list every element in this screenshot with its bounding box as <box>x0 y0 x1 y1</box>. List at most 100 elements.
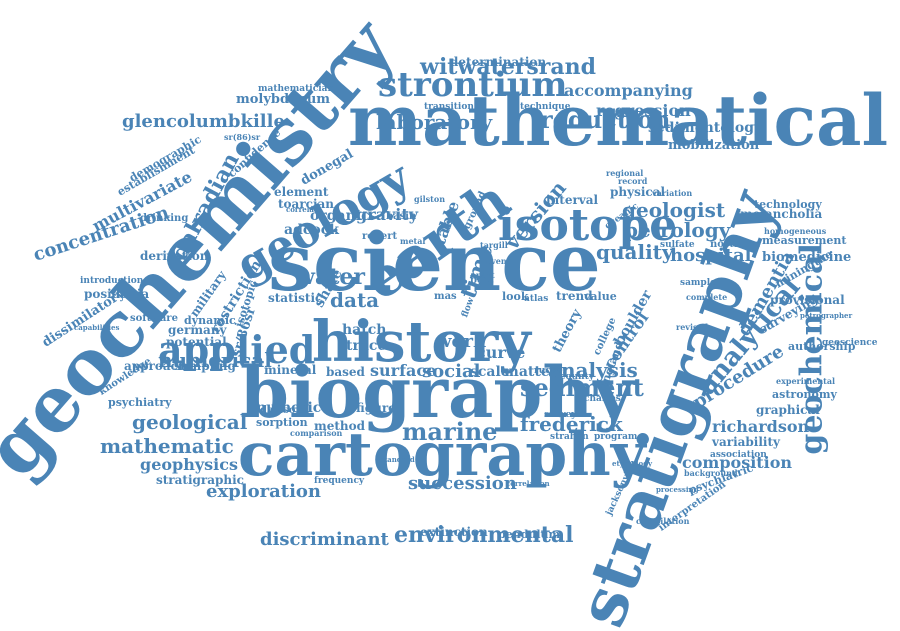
word-petrographer: petrographer <box>800 311 853 321</box>
word-determination: determination <box>450 55 547 70</box>
word-background: background <box>684 468 738 479</box>
word-germany: germany <box>168 323 227 338</box>
word-method: method <box>314 419 365 434</box>
word-mathematician: mathematician <box>258 83 334 94</box>
word-software: software <box>130 312 178 324</box>
word-numeric: numeric <box>256 399 322 416</box>
word-marine: marine <box>402 417 498 447</box>
word-cartography: cartography <box>238 419 646 490</box>
word-element: element <box>274 185 329 200</box>
word-gilston: gilston <box>414 194 446 205</box>
word-dynamic: dynamic <box>184 313 236 327</box>
word-look: look <box>502 289 529 303</box>
word-etymology: etymology <box>612 459 653 469</box>
word-adcock: adcock <box>284 221 339 238</box>
word-reduction: reduction <box>540 105 671 135</box>
word-variation: variation <box>652 188 693 199</box>
word-sorption: sorption <box>256 415 308 429</box>
word-hospital: hospital <box>670 245 752 267</box>
word-extinction: extinction <box>420 525 488 540</box>
word-association: association <box>710 449 767 460</box>
word-metal: metal <box>400 236 426 247</box>
word-capabilities: capabilities <box>74 323 120 333</box>
word-sr86-label: sr(86)sr <box>224 132 261 143</box>
word-figure: figure <box>356 401 396 416</box>
word-analysis: analysis <box>548 357 638 382</box>
word-scale: scale <box>470 363 510 380</box>
word-processing: processing <box>656 485 699 495</box>
word-social: social <box>422 361 481 383</box>
word-approach: approach <box>124 359 187 374</box>
word-mas: mas <box>434 290 457 302</box>
word-composition: composition <box>682 452 793 472</box>
word-mathematical: mathematical <box>348 78 889 162</box>
word-trend: trend <box>556 289 593 304</box>
word-frederick: frederick <box>520 411 623 436</box>
word-transition: transition <box>424 101 474 112</box>
word-compilation: compilation <box>636 516 690 527</box>
word-laboratory: laboratory <box>376 109 493 134</box>
word-mineral: mineral <box>264 363 317 378</box>
word-succession: succession <box>408 473 517 495</box>
word-event: event <box>486 256 511 267</box>
word-melancholia: melancholia <box>740 207 823 222</box>
word-geoscience: geoscience <box>822 337 878 348</box>
word-basin: basin <box>386 210 417 222</box>
word-exploration: exploration <box>206 481 322 503</box>
word-molybdenum: molybdenum <box>236 92 331 108</box>
word-program: program <box>594 431 638 442</box>
word-discriminant: discriminant <box>260 529 389 551</box>
word-targill: targill <box>480 240 508 251</box>
word-glencolumbkille: glencolumbkille <box>122 111 285 133</box>
word-comparison: comparison <box>290 428 343 439</box>
word-sample: sample <box>680 277 716 288</box>
word-petrology: petrology <box>624 217 731 242</box>
word-regional: regional <box>606 168 644 179</box>
word-mathematic: mathematic <box>100 433 234 458</box>
word-drinking: drinking <box>140 212 189 224</box>
word-correlation: correlation <box>506 479 550 489</box>
word-homogeneous: homogeneous <box>764 226 827 237</box>
word-toarcian: toarcian <box>278 197 335 212</box>
word-physical: physical <box>610 185 666 200</box>
word-stratigraphic: stratigraphic <box>156 473 244 488</box>
word-complete: complete <box>686 292 728 303</box>
word-organic: organic <box>310 207 370 224</box>
word-measurement: measurement <box>762 233 847 247</box>
word-hatch: hatch <box>342 321 387 338</box>
word-charles: charles <box>584 393 621 404</box>
word-mobilization: mobilization <box>668 138 760 154</box>
word-accompanying: accompanying <box>564 80 693 100</box>
word-science: science <box>268 215 601 310</box>
word-environmental: environmental <box>394 521 574 548</box>
word-curve: curve <box>476 342 526 362</box>
word-robert: robert <box>362 230 398 242</box>
word-gravity: gravity <box>356 204 419 224</box>
word-rucker: rucker <box>534 365 568 376</box>
word-quality: quality <box>596 239 674 264</box>
word-psychiatry: psychiatry <box>108 395 172 409</box>
word-interval: interval <box>546 193 599 208</box>
word-davison: davison <box>260 404 303 416</box>
word-revised: revised <box>676 322 709 333</box>
word-derivation: derivation <box>140 249 209 264</box>
word-statistic: statistic <box>268 291 323 306</box>
word-technology: technology <box>754 197 822 211</box>
word-part: part <box>476 270 495 281</box>
word-surface: surface <box>370 360 437 380</box>
word-best: best <box>470 274 494 286</box>
word-introduction: introduction <box>80 275 144 286</box>
word-biomedicine: biomedicine <box>762 250 852 266</box>
word-strontium: strontium <box>378 65 568 106</box>
word-survey: survey <box>544 409 577 420</box>
word-regression: regression <box>596 100 691 120</box>
word-northern: northern <box>710 238 760 250</box>
word-biography: biography <box>240 350 634 434</box>
word-sampling: sampling <box>174 359 236 374</box>
word-isotope: isotope <box>498 199 678 251</box>
word-geophysics: geophysics <box>140 454 238 474</box>
word-pendulum: pendulum <box>498 527 561 541</box>
word-matter: matter <box>504 363 558 380</box>
word-standard: standard <box>380 455 415 465</box>
